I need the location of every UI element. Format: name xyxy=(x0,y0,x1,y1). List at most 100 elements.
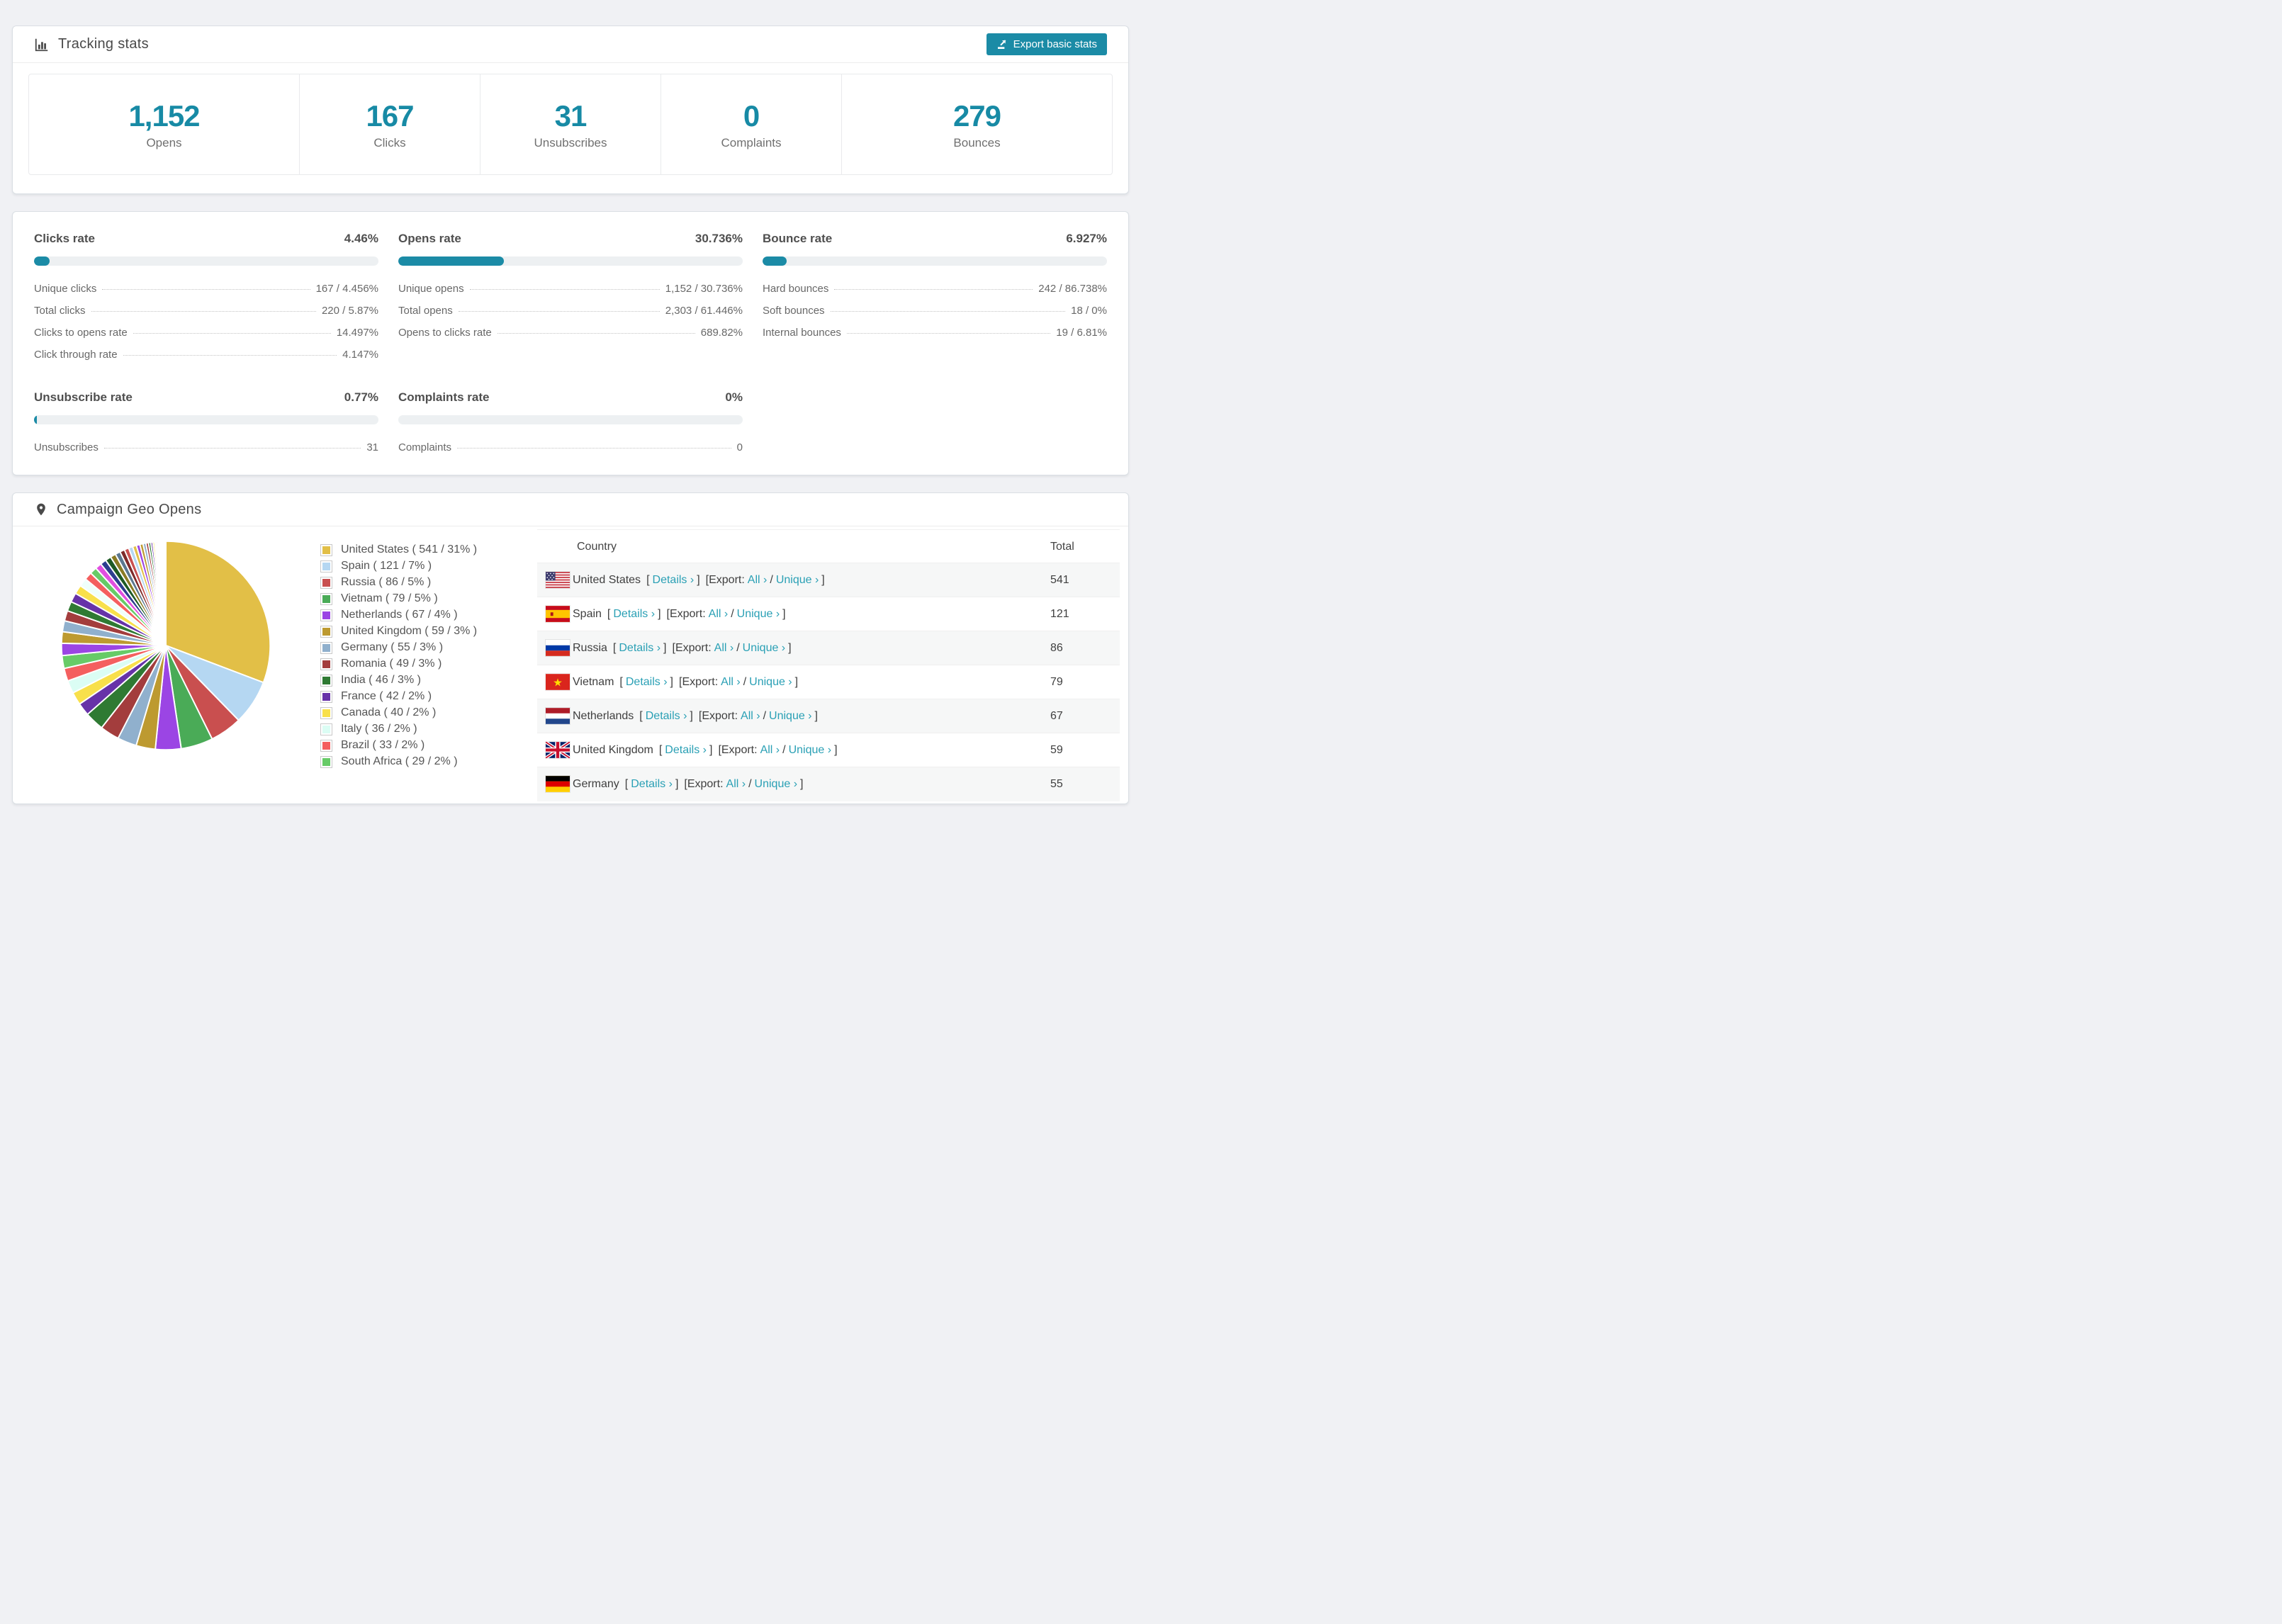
dotted-leader xyxy=(103,448,361,449)
details-link[interactable]: Details › xyxy=(625,675,668,688)
unsubscribe-rate-title: Unsubscribe rate xyxy=(34,390,133,404)
export-icon xyxy=(997,39,1006,49)
dotted-leader xyxy=(497,333,695,334)
country-total: 541 xyxy=(1042,563,1120,597)
unsubscribe-rate-bar-fill xyxy=(34,415,37,424)
geo-table-wrap: Country Total United States [Details ›] … xyxy=(537,529,1120,801)
country-name: Vietnam xyxy=(573,675,614,688)
dotted-leader xyxy=(834,289,1033,290)
rates-card: Clicks rate 4.46% Unique clicks 167 / 4.4… xyxy=(12,211,1129,475)
export-unique-link[interactable]: Unique › xyxy=(754,777,798,790)
bounce-rate-title: Bounce rate xyxy=(763,232,833,245)
export-all-link[interactable]: All › xyxy=(760,743,780,756)
tracking-stats-title: Tracking stats xyxy=(58,36,149,52)
legend-swatch xyxy=(320,706,332,719)
clicks-rate-value: 4.46% xyxy=(344,232,378,245)
details-link[interactable]: Details › xyxy=(619,641,661,654)
complaints-rate-bar xyxy=(398,415,743,424)
table-row-russia: Russia [Details ›] [Export: All › / Unique … xyxy=(537,631,1120,665)
legend-item: Romania ( 49 / 3% ) xyxy=(320,658,498,670)
country-total: 67 xyxy=(1042,699,1120,733)
legend-swatch xyxy=(320,625,332,638)
table-row-united-states: United States [Details ›] [Export: All › /… xyxy=(537,563,1120,597)
export-unique-link[interactable]: Unique › xyxy=(788,743,832,756)
export-unique-link[interactable]: Unique › xyxy=(742,641,786,654)
dotted-leader xyxy=(457,448,731,449)
geo-pie-wrap xyxy=(57,536,275,758)
clicks-rate-bar-fill xyxy=(34,256,50,266)
export-all-link[interactable]: All › xyxy=(726,777,746,790)
country-name: Spain xyxy=(573,607,602,620)
unsubscribes-label: Unsubscribes xyxy=(534,135,607,150)
bar-chart-icon xyxy=(35,38,48,51)
legend-item: Germany ( 55 / 3% ) xyxy=(320,641,498,654)
export-unique-link[interactable]: Unique › xyxy=(749,675,792,688)
export-basic-stats-label: Export basic stats xyxy=(1013,38,1097,50)
geo-table-header-row: Country Total xyxy=(537,530,1120,563)
header-divider xyxy=(13,62,1128,63)
country-name: Netherlands xyxy=(573,709,634,722)
pie-slice xyxy=(165,540,271,684)
opens-rate-title: Opens rate xyxy=(398,232,461,245)
campaign-geo-opens-card: Campaign Geo Opens United States ( 541 /… xyxy=(12,492,1129,804)
total-column-header: Total xyxy=(1050,541,1074,553)
complaints-rate-value: 0% xyxy=(725,390,743,404)
rate-row: Opens to clicks rate 689.82% xyxy=(398,327,743,339)
export-all-link[interactable]: All › xyxy=(747,573,768,586)
export-all-link[interactable]: All › xyxy=(714,641,734,654)
russia-flag-icon xyxy=(546,640,570,656)
rate-row: Complaints 0 xyxy=(398,441,743,453)
rates-grid: Clicks rate 4.46% Unique clicks 167 / 4.4… xyxy=(13,212,1128,475)
rate-row: Clicks to opens rate 14.497% xyxy=(34,327,378,339)
geo-pie-chart xyxy=(60,540,271,751)
country-total: 121 xyxy=(1042,597,1120,631)
export-unique-link[interactable]: Unique › xyxy=(775,573,819,586)
stat-box-opens: 1,152 Opens xyxy=(28,74,300,175)
rate-row: Total opens 2,303 / 61.446% xyxy=(398,305,743,317)
stat-box-complaints: 0 Complaints xyxy=(661,74,842,175)
details-link[interactable]: Details › xyxy=(645,709,687,722)
country-name: United Kingdom xyxy=(573,743,653,756)
unsubscribe-rate-value: 0.77% xyxy=(344,390,378,404)
legend-swatch xyxy=(320,755,332,768)
country-total: 55 xyxy=(1042,767,1120,801)
export-all-link[interactable]: All › xyxy=(708,607,729,620)
dotted-leader xyxy=(102,289,310,290)
country-column-header: Country xyxy=(577,541,617,553)
map-pin-icon xyxy=(37,503,45,516)
opens-count: 1,152 xyxy=(128,98,200,132)
details-link[interactable]: Details › xyxy=(613,607,656,620)
unsubscribe-rate-block: Unsubscribe rate 0.77% Unsubscribes 31 xyxy=(34,390,378,453)
dotted-leader xyxy=(123,355,337,356)
details-link[interactable]: Details › xyxy=(665,743,707,756)
bounces-label: Bounces xyxy=(953,135,1001,150)
export-unique-link[interactable]: Unique › xyxy=(769,709,812,722)
country-name: United States xyxy=(573,573,641,586)
us-flag-icon xyxy=(546,572,570,588)
legend-item: India ( 46 / 3% ) xyxy=(320,674,498,687)
export-unique-link[interactable]: Unique › xyxy=(736,607,780,620)
legend-swatch xyxy=(320,592,332,605)
legend-item: Russia ( 86 / 5% ) xyxy=(320,576,498,589)
legend-swatch xyxy=(320,658,332,670)
rate-row: Unique clicks 167 / 4.456% xyxy=(34,283,378,295)
stat-box-bounces: 279 Bounces xyxy=(841,74,1113,175)
opens-rate-block: Opens rate 30.736% Unique opens 1,152 / 3… xyxy=(398,232,743,361)
details-link[interactable]: Details › xyxy=(652,573,695,586)
rate-row: Internal bounces 19 / 6.81% xyxy=(763,327,1107,339)
clicks-count: 167 xyxy=(366,98,414,132)
legend-item: South Africa ( 29 / 2% ) xyxy=(320,755,498,768)
dotted-leader xyxy=(133,333,331,334)
country-total: 86 xyxy=(1042,631,1120,665)
export-basic-stats-button[interactable]: Export basic stats xyxy=(986,33,1107,55)
opens-rate-bar xyxy=(398,256,743,266)
rate-row: Unsubscribes 31 xyxy=(34,441,378,453)
export-all-link[interactable]: All › xyxy=(721,675,741,688)
export-all-link[interactable]: All › xyxy=(741,709,760,722)
germany-flag-icon xyxy=(546,776,570,793)
bounces-count: 279 xyxy=(952,98,1001,132)
dashboard-page: Tracking stats Export basic stats 1,152 … xyxy=(0,0,1141,804)
dotted-leader xyxy=(91,311,316,312)
details-link[interactable]: Details › xyxy=(631,777,673,790)
legend-item: Netherlands ( 67 / 4% ) xyxy=(320,609,498,621)
